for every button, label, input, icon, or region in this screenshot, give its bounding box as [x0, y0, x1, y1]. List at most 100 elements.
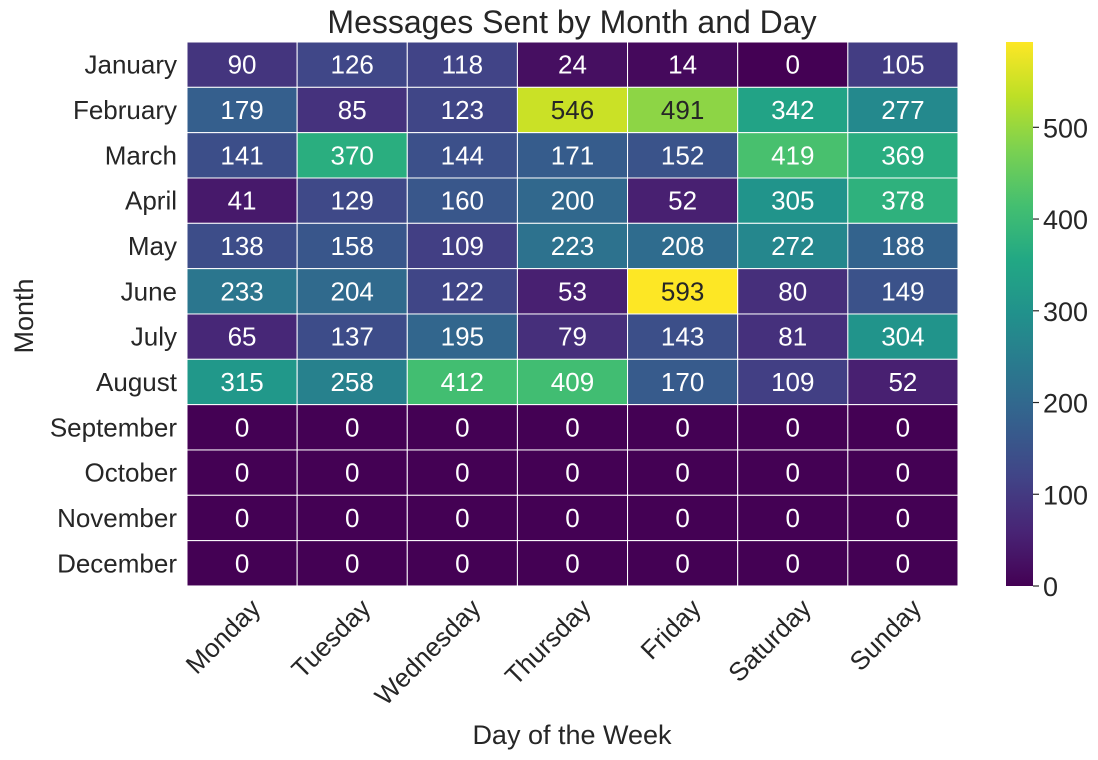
cell-value-label: 122: [441, 276, 484, 306]
heatmap-cell: [406, 41, 518, 88]
y-axis-label: Month: [9, 278, 39, 353]
cell-value-label: 233: [220, 276, 263, 306]
cell-value-label: 137: [331, 322, 374, 352]
cell-value-label: 65: [228, 322, 257, 352]
cell-value-label: 0: [896, 503, 910, 533]
cell-value-label: 41: [228, 186, 257, 216]
heatmap-cell: [627, 449, 739, 496]
heatmap-cell: [516, 41, 629, 88]
x-tick-label: Tuesday: [285, 593, 376, 684]
cell-value-label: 52: [888, 367, 917, 397]
heatmap-cell: [406, 449, 518, 496]
cell-value-label: 24: [558, 50, 587, 80]
heatmap-cell: [406, 268, 518, 315]
heatmap-cell: [186, 449, 298, 496]
colorbar-tick-label: 300: [1043, 297, 1088, 327]
cell-value-label: 0: [896, 458, 910, 488]
heatmap-cell: [516, 268, 629, 315]
heatmap-cell: [737, 177, 849, 224]
colorbar-gradient: [1006, 42, 1033, 586]
cell-value-label: 158: [331, 231, 374, 261]
heatmap-cell: [516, 132, 629, 179]
y-tick-label: December: [57, 548, 177, 578]
colorbar: 0 100 200 300 400 500: [1006, 42, 1088, 602]
cell-value-label: 179: [220, 95, 263, 125]
cell-value-label: 138: [220, 231, 263, 261]
heatmap-cell: [516, 449, 629, 496]
heatmap-cell: [847, 540, 959, 587]
cell-value-label: 0: [565, 503, 579, 533]
cell-value-label: 0: [786, 412, 800, 442]
heatmap-cell: [847, 358, 959, 406]
cell-value-label: 53: [558, 276, 587, 306]
heatmap-cell: [516, 313, 629, 360]
cell-value-label: 204: [331, 276, 374, 306]
cell-value-label: 0: [235, 458, 249, 488]
cell-value-label: 0: [345, 503, 359, 533]
heatmap-cell: [737, 132, 849, 179]
cell-value-label: 123: [441, 95, 484, 125]
colorbar-tick-label: 0: [1043, 572, 1058, 602]
cell-value-label: 118: [442, 50, 483, 80]
cell-value-label: 0: [675, 548, 689, 578]
cell-value-label: 593: [661, 276, 704, 306]
heatmap-cell: [516, 494, 629, 542]
cell-value-label: 0: [455, 548, 469, 578]
heatmap-cell: [627, 313, 739, 360]
heatmap-cell: [516, 540, 629, 587]
heatmap-cell: [847, 86, 959, 134]
cell-value-label: 491: [661, 95, 704, 125]
cell-value-label: 90: [228, 50, 257, 80]
y-tick-label: June: [121, 276, 177, 306]
heatmap-cell: [847, 268, 959, 315]
cell-value-label: 342: [771, 95, 814, 125]
cell-value-label: 412: [441, 367, 484, 397]
cell-value-label: 129: [331, 186, 374, 216]
y-tick-labels: January February March April May June July Augu…: [50, 50, 178, 579]
colorbar-tick-label: 500: [1043, 113, 1088, 143]
cell-value-label: 0: [786, 458, 800, 488]
cell-value-label: 0: [235, 412, 249, 442]
cell-value-label: 109: [771, 367, 814, 397]
x-tick-label: Sunday: [844, 593, 928, 677]
cell-value-label: 0: [565, 458, 579, 488]
heatmap-cell: [186, 358, 298, 406]
heatmap-cell: [296, 41, 408, 88]
cell-value-label: 126: [331, 50, 374, 80]
heatmap-cell: [296, 540, 408, 587]
cell-value-label: 419: [771, 140, 814, 170]
heatmap-cell: [186, 41, 298, 88]
cell-value-label: 0: [565, 412, 579, 442]
cell-value-label: 200: [551, 186, 594, 216]
cell-value-label: 52: [668, 186, 697, 216]
cell-value-label: 0: [786, 50, 800, 80]
x-axis-label: Day of the Week: [472, 720, 672, 750]
cell-value-label: 0: [235, 548, 249, 578]
heatmap-cell: [296, 132, 408, 179]
heatmap-cell: [737, 358, 849, 406]
cell-value-label: 0: [565, 548, 579, 578]
heatmap-cell: [737, 41, 849, 88]
cell-value-label: 144: [441, 140, 484, 170]
x-tick-label: Wednesday: [369, 593, 487, 711]
y-tick-label: November: [57, 503, 177, 533]
heatmap-cell: [406, 222, 518, 270]
cell-value-label: 149: [881, 276, 924, 306]
y-tick-label: July: [131, 322, 177, 352]
cell-value-label: 0: [455, 458, 469, 488]
cell-value-label: 0: [345, 412, 359, 442]
heatmap-cell: [516, 177, 629, 224]
colorbar-tick-label: 400: [1043, 205, 1088, 235]
cell-value-label: 160: [441, 186, 484, 216]
heatmap-cell: [406, 132, 518, 179]
heatmap-cells: 90 126 118 24 14 0 105 179 85 123 546 491 342 277 141 3…: [186, 41, 959, 587]
cell-value-label: 315: [220, 367, 263, 397]
cell-value-label: 305: [771, 186, 814, 216]
heatmap-cell: [296, 494, 408, 542]
y-tick-label: September: [50, 412, 178, 442]
cell-value-label: 370: [331, 140, 374, 170]
heatmap-cell: [186, 540, 298, 587]
heatmap-cell: [627, 132, 739, 179]
heatmap-cell: [627, 494, 739, 542]
